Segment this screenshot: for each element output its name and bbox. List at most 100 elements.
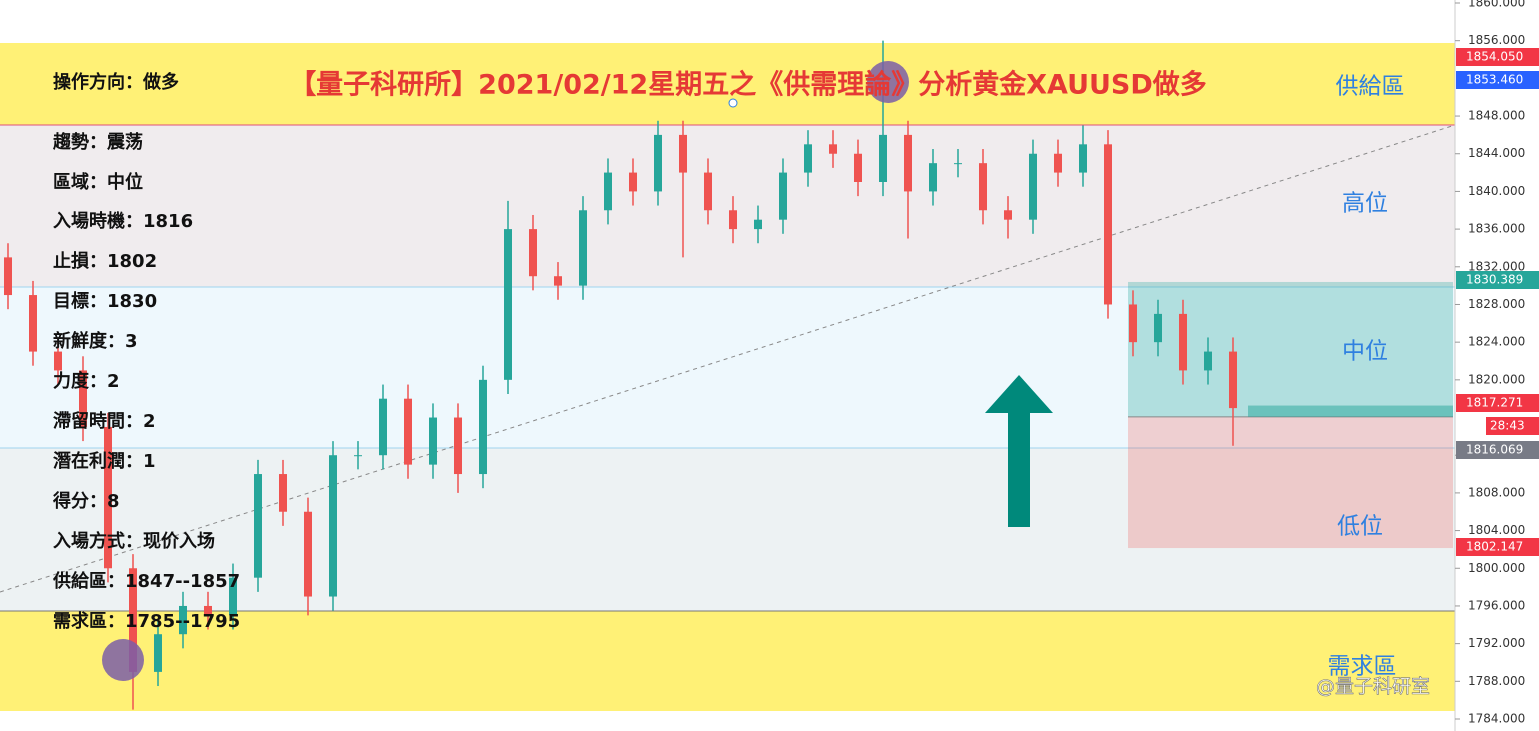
zone-label: 低位 bbox=[1337, 514, 1383, 540]
zone-label: 中位 bbox=[1342, 339, 1388, 365]
price-label-box bbox=[1456, 71, 1539, 89]
candle-body bbox=[804, 144, 812, 173]
candle-body bbox=[479, 379, 487, 475]
candle-body bbox=[404, 398, 412, 465]
demand-zone bbox=[0, 611, 1455, 711]
candle-body bbox=[1129, 304, 1137, 343]
price-label-box bbox=[1456, 394, 1539, 412]
y-tick-label: 1840.000 bbox=[1468, 184, 1525, 198]
candle-body bbox=[279, 474, 287, 512]
price-label-box bbox=[1456, 538, 1539, 556]
candle-body bbox=[654, 134, 662, 192]
up-arrow bbox=[985, 375, 1053, 527]
price-label: 1854.050 bbox=[1466, 50, 1523, 64]
price-label: 1816.069 bbox=[1466, 443, 1523, 457]
position-tool bbox=[1128, 281, 1453, 549]
candle-body bbox=[604, 172, 612, 211]
candle-body bbox=[204, 605, 212, 616]
candle-body bbox=[929, 163, 937, 192]
candle-body bbox=[854, 153, 862, 182]
candle-body bbox=[679, 134, 687, 173]
candle-body bbox=[304, 511, 312, 597]
note: 滯留時間：2 bbox=[53, 410, 156, 432]
candle-body bbox=[1054, 153, 1062, 173]
candle-body bbox=[954, 163, 962, 165]
y-tick-label: 1820.000 bbox=[1468, 372, 1525, 386]
candle-body bbox=[1204, 351, 1212, 371]
y-tick-label: 1784.000 bbox=[1468, 712, 1525, 726]
price-label-box bbox=[1456, 48, 1539, 66]
low-band bbox=[0, 448, 1455, 611]
candle-body bbox=[379, 398, 387, 456]
y-tick-label: 1832.000 bbox=[1468, 259, 1525, 273]
candle-body bbox=[1154, 313, 1162, 343]
candle-body bbox=[729, 210, 737, 230]
price-label: 1817.271 bbox=[1466, 396, 1523, 410]
current-box bbox=[1248, 405, 1453, 417]
chart-title: 【量子科研所】2021/02/12星期五之《供需理論》分析黄金XAUUSD做多 bbox=[289, 69, 1207, 101]
marker-circle bbox=[102, 639, 144, 681]
note: 入場方式：现价入场 bbox=[53, 530, 215, 552]
y-tick-label: 1836.000 bbox=[1468, 222, 1525, 236]
countdown: 28:43 bbox=[1490, 419, 1525, 433]
y-tick-label: 1796.000 bbox=[1468, 598, 1525, 612]
note: 趨勢：震荡 bbox=[52, 131, 143, 153]
y-tick-label: 1856.000 bbox=[1468, 33, 1525, 47]
note: 止損：1802 bbox=[53, 250, 157, 272]
candle-body bbox=[79, 370, 87, 427]
note: 入場時機：1816 bbox=[53, 210, 193, 232]
y-tick-label: 1860.000 bbox=[1468, 0, 1525, 10]
y-tick-label: 1824.000 bbox=[1468, 335, 1525, 349]
supply-zone bbox=[0, 43, 1455, 125]
note: 力度：2 bbox=[53, 370, 120, 392]
candle-body bbox=[1029, 153, 1037, 220]
candle-body bbox=[29, 295, 37, 352]
y-tick-label: 1844.000 bbox=[1468, 146, 1525, 160]
candle-body bbox=[754, 219, 762, 230]
note: 目標：1830 bbox=[53, 290, 157, 312]
candle-body bbox=[329, 455, 337, 597]
candle-body bbox=[979, 163, 987, 211]
y-tick-label: 1828.000 bbox=[1468, 297, 1525, 311]
candle-body bbox=[354, 455, 362, 457]
countdown-box bbox=[1486, 417, 1539, 435]
candle-body bbox=[554, 276, 562, 286]
price-label-box bbox=[1456, 271, 1539, 289]
candle-body bbox=[1229, 351, 1237, 409]
candle-body bbox=[879, 134, 887, 182]
candle-body bbox=[254, 474, 262, 578]
candle-body bbox=[1079, 144, 1087, 173]
price-label-box bbox=[1456, 441, 1539, 459]
candle-body bbox=[54, 351, 62, 371]
candle-body bbox=[229, 577, 237, 616]
note: 潛在利潤：1 bbox=[53, 450, 156, 472]
anchor-dot bbox=[728, 98, 738, 108]
candles bbox=[4, 40, 1237, 710]
trend-line bbox=[0, 124, 1456, 593]
mid-band bbox=[0, 287, 1455, 448]
price-axis bbox=[1455, 0, 1539, 731]
y-tick-label: 1800.000 bbox=[1468, 561, 1525, 575]
y-tick-label: 1788.000 bbox=[1468, 674, 1525, 688]
candle-body bbox=[704, 172, 712, 211]
candle-body bbox=[1179, 313, 1187, 371]
candle-body bbox=[579, 210, 587, 286]
high-band bbox=[0, 125, 1455, 287]
y-tick-label: 1804.000 bbox=[1468, 523, 1525, 537]
candle-body bbox=[429, 417, 437, 465]
candle-body bbox=[779, 172, 787, 220]
price-label: 1830.389 bbox=[1466, 273, 1523, 287]
marker-circle bbox=[867, 61, 909, 103]
background bbox=[0, 43, 1455, 711]
candle-body bbox=[504, 229, 512, 380]
candle-body bbox=[1104, 144, 1112, 305]
candle-body bbox=[179, 605, 187, 635]
y-tick-label: 1792.000 bbox=[1468, 636, 1525, 650]
stop-box bbox=[1128, 416, 1453, 549]
candle-body bbox=[829, 144, 837, 154]
candle-body bbox=[4, 257, 12, 296]
